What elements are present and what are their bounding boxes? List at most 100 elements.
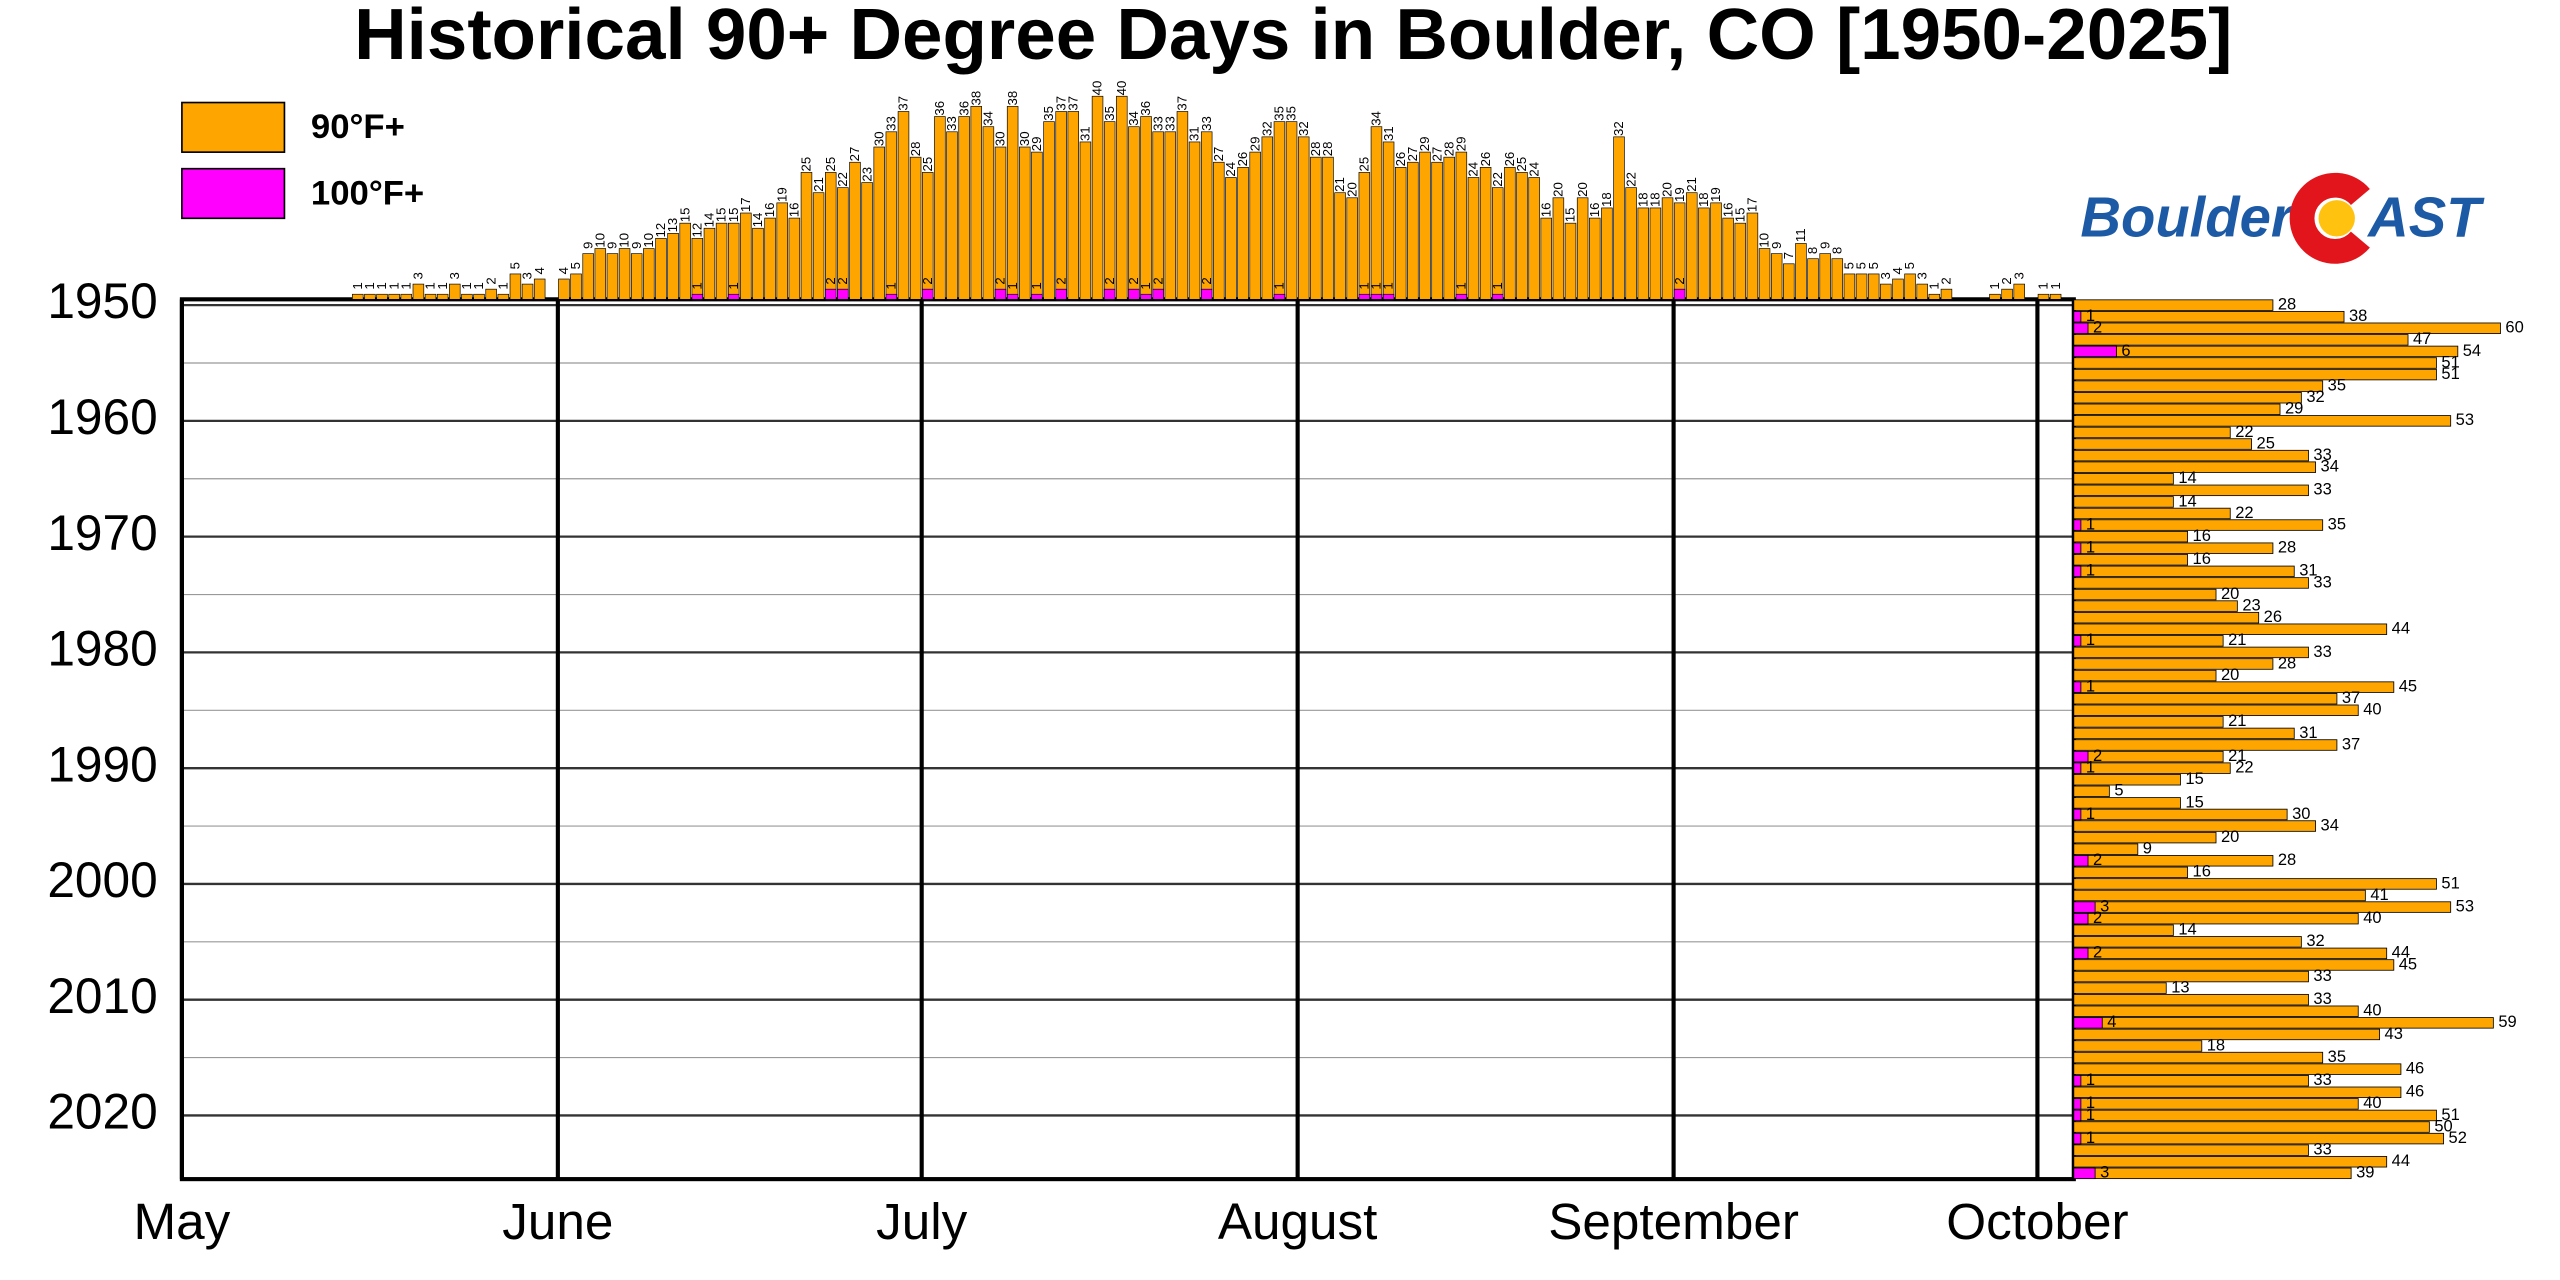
daily-bar bbox=[885, 293, 898, 300]
daily-bar bbox=[1055, 288, 1067, 300]
daily-bar bbox=[449, 283, 461, 300]
daily-label: 33 bbox=[1162, 116, 1177, 131]
yearly-bar bbox=[2073, 1121, 2430, 1133]
daily-label: 20 bbox=[1344, 182, 1359, 197]
yearly-bar bbox=[2073, 554, 2188, 566]
daily-label: 27 bbox=[847, 147, 862, 162]
yearly-bar bbox=[2073, 1017, 2494, 1029]
daily-label: 3 bbox=[447, 272, 462, 279]
yearly-bar bbox=[2073, 1098, 2082, 1110]
x-tick-label: October bbox=[1946, 1193, 2128, 1250]
yearly-label: 33 bbox=[2313, 445, 2331, 464]
daily-label: 1 bbox=[1029, 282, 1044, 289]
yearly-bar bbox=[2073, 496, 2174, 508]
daily-bar bbox=[1310, 156, 1322, 300]
daily-label: 7 bbox=[1781, 252, 1796, 259]
daily-label: 2 bbox=[1102, 277, 1117, 284]
daily-bar bbox=[1722, 217, 1734, 300]
yearly-label: 28 bbox=[2278, 294, 2296, 313]
legend-swatch bbox=[181, 101, 286, 153]
daily-bar bbox=[679, 222, 691, 300]
daily-bar bbox=[364, 293, 376, 300]
daily-label: 1 bbox=[1490, 282, 1505, 289]
daily-bar bbox=[1989, 293, 2001, 300]
yearly-label: 44 bbox=[2392, 943, 2410, 962]
daily-label: 28 bbox=[1320, 142, 1335, 157]
daily-bar bbox=[1237, 166, 1249, 300]
yearly-bar bbox=[2073, 716, 2224, 728]
daily-bar bbox=[424, 293, 437, 300]
daily-bar bbox=[1322, 156, 1334, 300]
yearly-label: 21 bbox=[2228, 746, 2246, 765]
yearly-bar bbox=[2073, 345, 2459, 358]
daily-label: 40 bbox=[1114, 81, 1129, 96]
daily-label: 1 bbox=[459, 282, 474, 289]
daily-label: 2 bbox=[1199, 277, 1214, 284]
yearly-bar bbox=[2073, 808, 2082, 821]
yearly-label: 20 bbox=[2221, 827, 2239, 846]
daily-bar bbox=[1103, 121, 1116, 300]
yearly-label: 5 bbox=[2114, 781, 2123, 800]
daily-label: 3 bbox=[1878, 272, 1893, 279]
yearly-bar bbox=[2073, 947, 2388, 960]
daily-bar bbox=[461, 293, 473, 300]
daily-bar bbox=[1419, 151, 1431, 300]
daily-label: 29 bbox=[1247, 136, 1262, 151]
daily-label: 16 bbox=[1720, 202, 1735, 217]
daily-label: 15 bbox=[1732, 208, 1747, 223]
daily-label: 10 bbox=[641, 233, 656, 248]
daily-bar bbox=[776, 202, 788, 300]
daily-bar bbox=[1116, 95, 1128, 300]
yearly-bar bbox=[2073, 1063, 2402, 1075]
daily-label: 1 bbox=[1369, 282, 1384, 289]
daily-bar bbox=[485, 288, 497, 300]
yearly-label: 51 bbox=[2441, 873, 2459, 892]
daily-label: 1 bbox=[423, 282, 438, 289]
daily-bar bbox=[436, 293, 449, 300]
daily-label: 14 bbox=[702, 213, 717, 228]
yearly-label: 44 bbox=[2392, 619, 2410, 638]
daily-bar bbox=[703, 227, 716, 300]
daily-label: 1 bbox=[726, 282, 741, 289]
yearly-bar bbox=[2073, 947, 2089, 960]
daily-bar bbox=[1601, 207, 1613, 300]
daily-label: 5 bbox=[1854, 262, 1869, 269]
yearly-label: 14 bbox=[2178, 468, 2196, 487]
yearly-bar bbox=[2073, 681, 2082, 693]
daily-label: 24 bbox=[1466, 162, 1481, 177]
daily-label: 30 bbox=[993, 131, 1008, 146]
daily-bar bbox=[1140, 293, 1152, 300]
daily-label: 35 bbox=[1284, 106, 1299, 121]
daily-label: 2 bbox=[483, 277, 498, 284]
yearly-label: 16 bbox=[2193, 526, 2211, 545]
daily-label: 10 bbox=[617, 233, 632, 248]
yearly-label: 33 bbox=[2313, 642, 2331, 661]
daily-bar bbox=[1928, 293, 1941, 300]
y-tick-label: 1990 bbox=[47, 736, 157, 792]
yearly-label: 32 bbox=[2306, 387, 2324, 406]
yearly-label: 1 bbox=[2086, 538, 2095, 557]
yearly-bar bbox=[2073, 1167, 2096, 1180]
daily-label: 23 bbox=[859, 167, 874, 182]
daily-bar bbox=[473, 293, 485, 300]
yearly-label: 37 bbox=[2342, 688, 2360, 707]
daily-label: 4 bbox=[1890, 267, 1905, 274]
daily-label: 1 bbox=[1005, 282, 1020, 289]
daily-bar bbox=[1758, 248, 1771, 300]
yearly-bar bbox=[2073, 1005, 2359, 1017]
yearly-bar bbox=[2073, 785, 2110, 798]
daily-label: 19 bbox=[774, 187, 789, 202]
daily-label: 37 bbox=[1053, 96, 1068, 111]
daily-bar bbox=[715, 222, 728, 300]
daily-label: 1 bbox=[398, 282, 413, 289]
daily-label: 13 bbox=[665, 218, 680, 233]
y-tick-label: 1950 bbox=[47, 273, 157, 329]
daily-label: 12 bbox=[689, 223, 704, 238]
yearly-label: 18 bbox=[2207, 1035, 2225, 1054]
daily-label: 19 bbox=[1708, 187, 1723, 202]
daily-bar bbox=[388, 293, 400, 300]
yearly-bar bbox=[2073, 820, 2316, 832]
daily-bar bbox=[1661, 197, 1674, 300]
yearly-bar bbox=[2073, 739, 2338, 751]
daily-label: 40 bbox=[1090, 81, 1105, 96]
